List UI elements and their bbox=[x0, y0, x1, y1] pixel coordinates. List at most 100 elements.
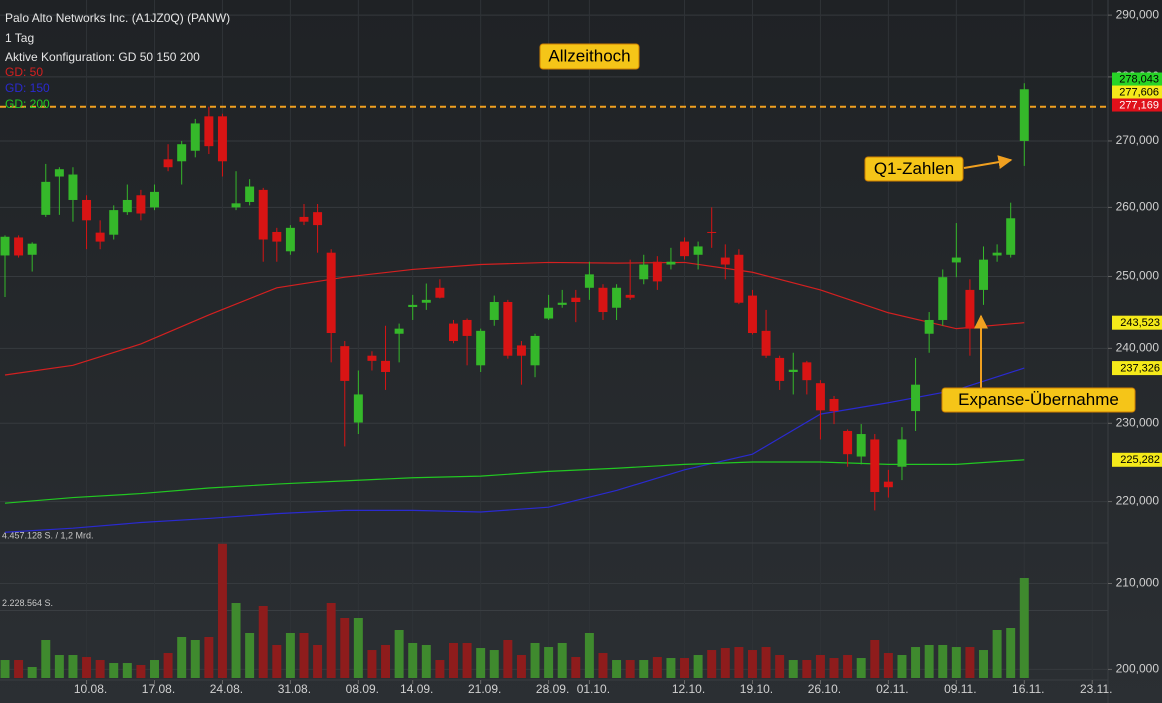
volume-bar bbox=[734, 647, 744, 678]
candle-body bbox=[639, 264, 649, 280]
header: Palo Alto Networks Inc. (A1JZ0Q) (PANW) … bbox=[5, 11, 230, 111]
volume-bar bbox=[313, 644, 323, 678]
x-tick-label: 01.10. bbox=[577, 682, 610, 696]
volume-bar bbox=[421, 644, 431, 678]
volume-bar bbox=[136, 665, 146, 678]
volume-bar bbox=[217, 543, 227, 678]
volume-bar bbox=[911, 647, 921, 678]
volume-tick-label: 2.228.564 S. bbox=[2, 598, 53, 608]
volume-bar bbox=[367, 650, 377, 678]
annotation-arrow bbox=[963, 155, 1013, 170]
volume-bar bbox=[870, 639, 880, 678]
candle-body bbox=[340, 346, 350, 381]
candle-body bbox=[612, 287, 622, 308]
x-tick-label: 24.08. bbox=[210, 682, 243, 696]
candle-body bbox=[625, 294, 635, 298]
volume-bar bbox=[1006, 627, 1016, 678]
volume-bar bbox=[829, 658, 839, 678]
candle-body bbox=[217, 116, 227, 162]
x-tick-label: 31.08. bbox=[278, 682, 311, 696]
candle-body bbox=[870, 439, 880, 492]
annotation-box bbox=[864, 156, 964, 182]
volume-bar bbox=[0, 660, 10, 678]
candle-body bbox=[462, 319, 472, 336]
price-marker bbox=[1112, 85, 1162, 99]
volume-bar bbox=[27, 667, 37, 678]
config: Aktive Konfiguration: GD 50 150 200 bbox=[5, 50, 200, 64]
ma-value-box bbox=[1112, 452, 1162, 467]
volume-bar bbox=[381, 644, 391, 678]
volume-bar bbox=[150, 660, 159, 678]
ma-value-label: 243,523 bbox=[1120, 317, 1160, 329]
candle-body bbox=[707, 231, 717, 233]
volume-bar bbox=[503, 639, 513, 678]
ma-value-label: 237,326 bbox=[1120, 362, 1160, 374]
candle-body bbox=[82, 199, 92, 221]
volume-bar bbox=[951, 647, 961, 678]
x-tick-label: 23.11. bbox=[1080, 682, 1112, 696]
candle-body bbox=[41, 181, 51, 215]
volume-bar bbox=[693, 655, 703, 678]
candle-body bbox=[27, 243, 37, 255]
price-marker bbox=[1112, 98, 1162, 112]
price-marker-label: 277,606 bbox=[1119, 86, 1159, 98]
candle-body bbox=[449, 323, 458, 342]
volume-bar bbox=[639, 660, 649, 678]
candle-body bbox=[150, 191, 159, 208]
volume-bar bbox=[598, 653, 608, 678]
price-marker-label: 278,043 bbox=[1119, 73, 1159, 85]
candle-body bbox=[1019, 89, 1029, 141]
candle-body bbox=[245, 186, 255, 202]
volume-bar bbox=[612, 660, 622, 678]
x-tick-label: 12.10. bbox=[672, 682, 705, 696]
candle-body bbox=[829, 398, 839, 412]
y-tick-label: 220,000 bbox=[1116, 494, 1160, 508]
volume-bar bbox=[408, 642, 418, 678]
candle-body bbox=[190, 123, 200, 151]
candle-body bbox=[652, 261, 662, 282]
volume-bar bbox=[489, 650, 499, 678]
candle-body bbox=[435, 287, 445, 298]
candle-body bbox=[856, 434, 866, 457]
volume-bar bbox=[122, 663, 132, 678]
volume-bar bbox=[476, 648, 486, 678]
candle-body bbox=[938, 277, 948, 320]
y-tick-label: 240,000 bbox=[1116, 341, 1160, 355]
candle-body bbox=[802, 362, 812, 381]
candle-body bbox=[761, 330, 771, 356]
x-tick-label: 16.11. bbox=[1012, 682, 1044, 696]
volume-bar bbox=[163, 653, 173, 678]
volume-bar bbox=[204, 636, 214, 678]
candle-body bbox=[557, 302, 567, 305]
candle-body bbox=[584, 274, 594, 288]
annotation-text: Allzeithoch bbox=[548, 46, 630, 65]
volume-bar bbox=[843, 655, 853, 678]
candle-body bbox=[788, 369, 798, 372]
candle-body bbox=[14, 237, 24, 256]
candle-body bbox=[299, 216, 309, 222]
volume-bar bbox=[82, 657, 92, 678]
candle-body bbox=[979, 259, 988, 290]
candle-body bbox=[204, 116, 214, 147]
candle-body bbox=[421, 299, 431, 303]
price-marker bbox=[1112, 72, 1162, 86]
volume-bar bbox=[258, 606, 268, 678]
candle-body bbox=[815, 383, 825, 411]
volume-bar bbox=[680, 658, 690, 678]
volume-bar bbox=[788, 660, 798, 678]
annotation: Expanse-Übernahme bbox=[941, 314, 1136, 413]
volume-bar bbox=[775, 655, 785, 678]
candle-body bbox=[571, 297, 581, 303]
candle-body bbox=[109, 210, 119, 235]
candle-body bbox=[693, 246, 703, 255]
volume-bar bbox=[95, 660, 105, 678]
candle-body bbox=[54, 169, 64, 177]
volume-bar bbox=[571, 657, 581, 678]
moving-average-line bbox=[4, 261, 1025, 376]
candle-body bbox=[122, 199, 132, 213]
candle-body bbox=[843, 430, 853, 455]
volume-bar bbox=[516, 655, 526, 678]
legend-entry: GD: 200 bbox=[5, 97, 50, 111]
